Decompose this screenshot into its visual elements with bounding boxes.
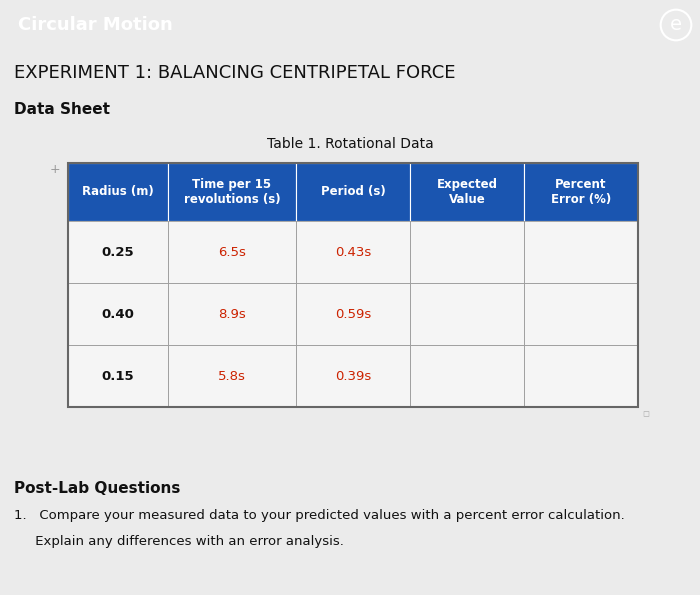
Text: Expected
Value: Expected Value: [437, 178, 498, 206]
FancyBboxPatch shape: [524, 345, 638, 407]
Text: 5.8s: 5.8s: [218, 369, 246, 383]
FancyBboxPatch shape: [524, 221, 638, 283]
FancyBboxPatch shape: [524, 163, 638, 221]
Text: Post-Lab Questions: Post-Lab Questions: [14, 481, 181, 496]
Text: 0.39s: 0.39s: [335, 369, 371, 383]
Text: ◻: ◻: [642, 409, 649, 418]
Text: e: e: [670, 15, 682, 35]
FancyBboxPatch shape: [168, 283, 296, 345]
FancyBboxPatch shape: [410, 163, 524, 221]
FancyBboxPatch shape: [68, 163, 168, 221]
FancyBboxPatch shape: [68, 345, 168, 407]
FancyBboxPatch shape: [524, 283, 638, 345]
Text: Circular Motion: Circular Motion: [18, 16, 173, 34]
FancyBboxPatch shape: [410, 283, 524, 345]
Text: 1.   Compare your measured data to your predicted values with a percent error ca: 1. Compare your measured data to your pr…: [14, 509, 624, 522]
FancyBboxPatch shape: [68, 221, 168, 283]
FancyBboxPatch shape: [296, 221, 410, 283]
Text: 6.5s: 6.5s: [218, 246, 246, 258]
FancyBboxPatch shape: [168, 163, 296, 221]
Text: 0.25: 0.25: [102, 246, 134, 258]
Text: +: +: [50, 163, 61, 176]
FancyBboxPatch shape: [410, 345, 524, 407]
FancyBboxPatch shape: [410, 221, 524, 283]
FancyBboxPatch shape: [68, 283, 168, 345]
Text: Table 1. Rotational Data: Table 1. Rotational Data: [267, 137, 433, 151]
Text: Period (s): Period (s): [321, 186, 386, 199]
FancyBboxPatch shape: [168, 345, 296, 407]
Text: 0.59s: 0.59s: [335, 308, 371, 321]
Text: Radius (m): Radius (m): [82, 186, 154, 199]
FancyBboxPatch shape: [168, 221, 296, 283]
Text: Time per 15
revolutions (s): Time per 15 revolutions (s): [183, 178, 280, 206]
Text: Data Sheet: Data Sheet: [14, 102, 110, 117]
Text: Explain any differences with an error analysis.: Explain any differences with an error an…: [14, 535, 344, 548]
Text: EXPERIMENT 1: BALANCING CENTRIPETAL FORCE: EXPERIMENT 1: BALANCING CENTRIPETAL FORC…: [14, 64, 456, 82]
Text: Percent
Error (%): Percent Error (%): [551, 178, 611, 206]
Text: 0.43s: 0.43s: [335, 246, 371, 258]
FancyBboxPatch shape: [296, 163, 410, 221]
Text: 8.9s: 8.9s: [218, 308, 246, 321]
FancyBboxPatch shape: [296, 283, 410, 345]
Text: 0.40: 0.40: [102, 308, 134, 321]
FancyBboxPatch shape: [296, 345, 410, 407]
Text: 0.15: 0.15: [102, 369, 134, 383]
